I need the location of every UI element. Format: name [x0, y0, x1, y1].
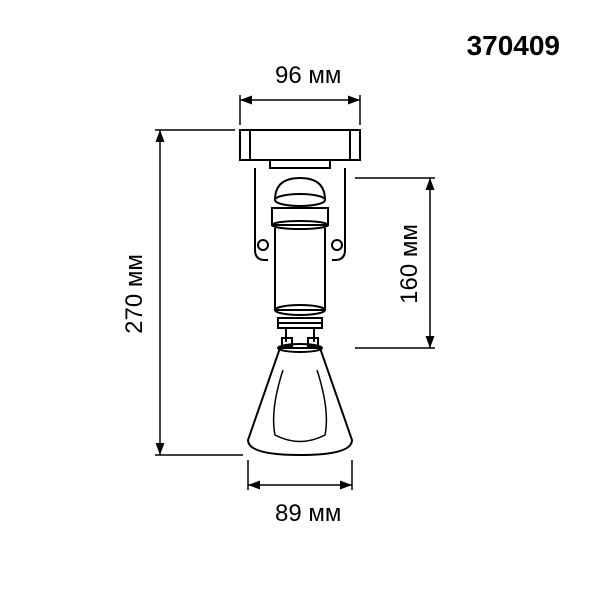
- dim-full-height: 270 мм: [121, 254, 149, 334]
- dim-top-width: 96 мм: [275, 62, 341, 90]
- product-code: 370409: [467, 30, 560, 62]
- dim-partial-height: 160 мм: [396, 224, 424, 304]
- technical-diagram: [100, 70, 500, 550]
- dim-bottom-width: 89 мм: [275, 500, 341, 528]
- lamp-drawing: [100, 70, 500, 550]
